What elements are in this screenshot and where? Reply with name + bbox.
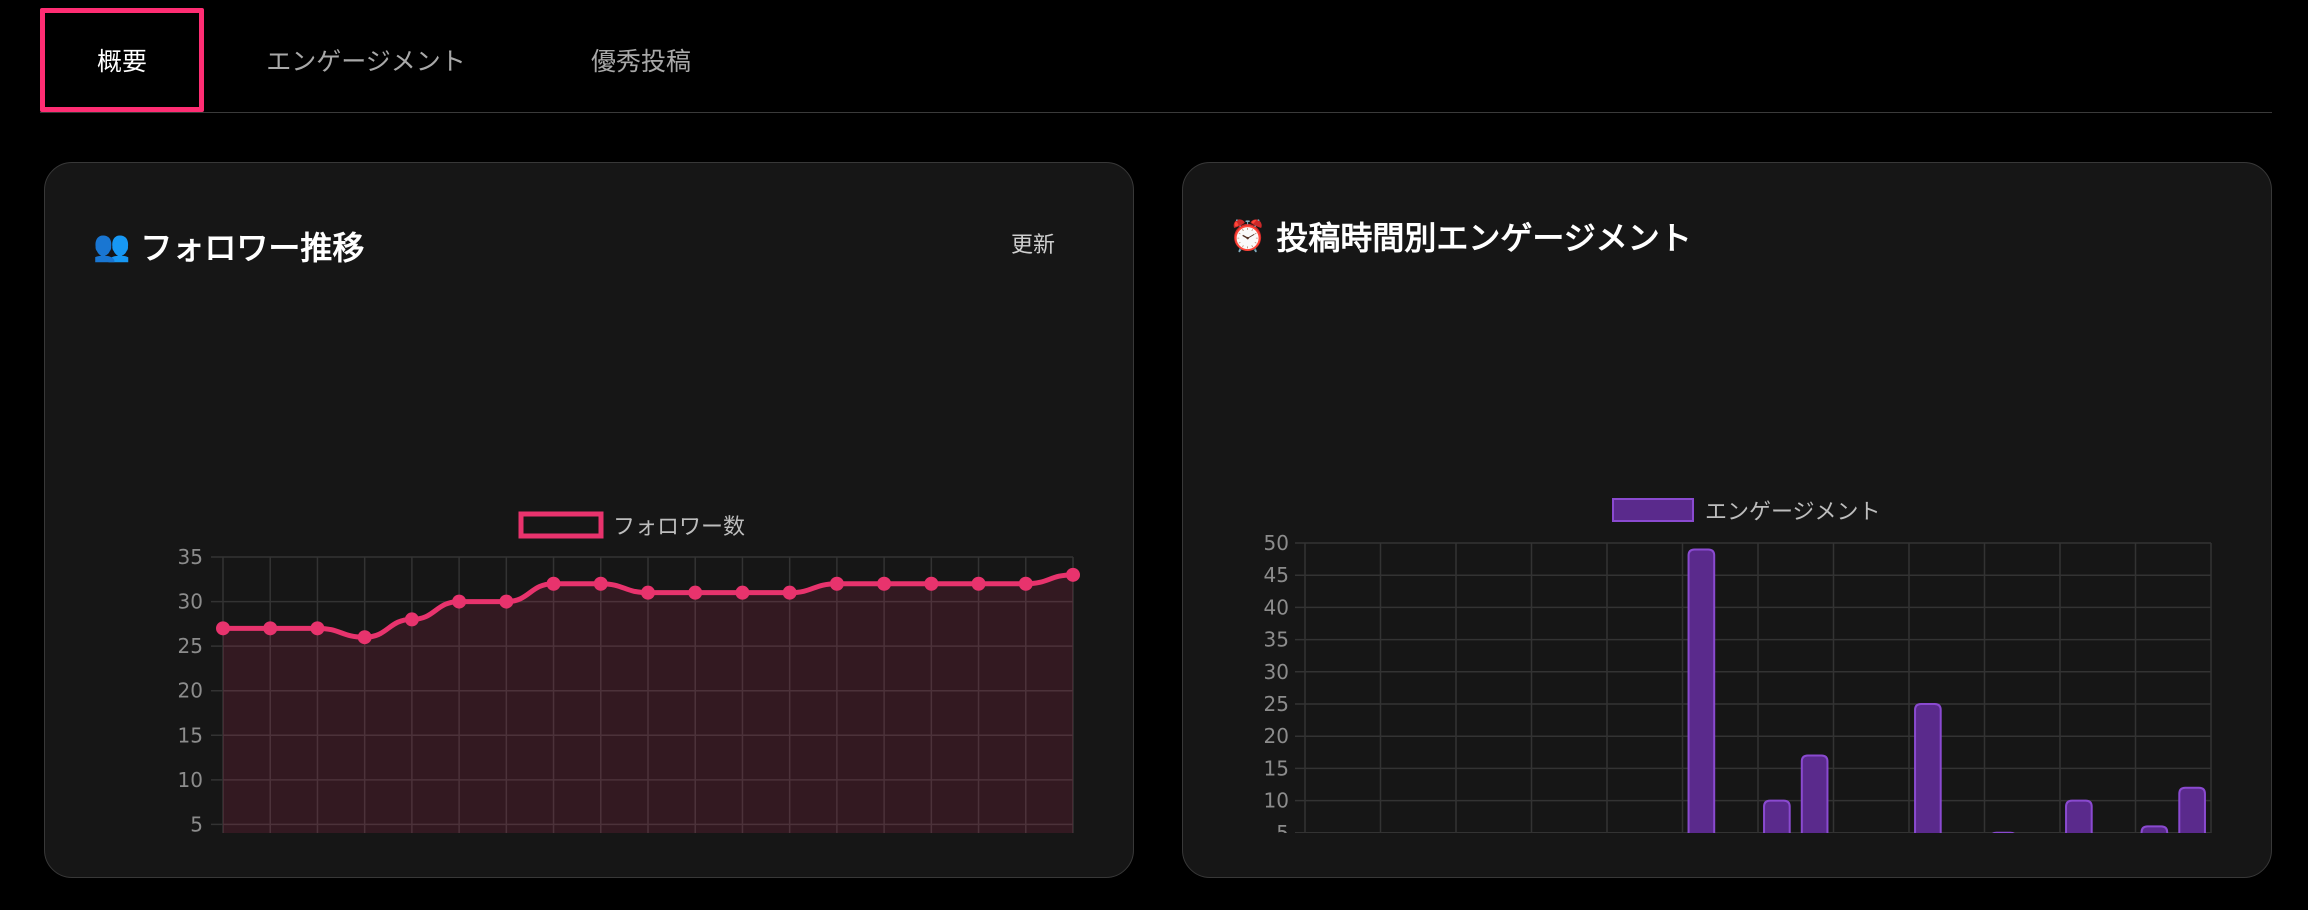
legend-label: エンゲージメント <box>1705 500 1881 525</box>
data-point[interactable] <box>924 576 939 591</box>
y-tick-label: 30 <box>178 590 203 614</box>
data-point[interactable] <box>593 576 608 591</box>
data-point[interactable] <box>499 594 514 609</box>
followers-card: 👥 フォロワー推移 更新 フォロワー数 05101520253035 03/28… <box>44 162 1134 878</box>
tab-bar: 概要 エンゲージメント 優秀投稿 <box>40 8 2272 113</box>
y-tick-label: 20 <box>1264 724 1289 748</box>
data-point[interactable] <box>546 576 561 591</box>
data-point[interactable] <box>971 576 986 591</box>
followers-card-title: 👥 フォロワー推移 <box>93 223 364 269</box>
followers-chart: フォロワー数 05101520253035 03/2803/2903/3003/… <box>178 511 1080 833</box>
y-tick-label: 10 <box>178 768 203 792</box>
y-tick-label: 15 <box>1264 756 1289 780</box>
bar[interactable] <box>1687 548 1716 833</box>
bar[interactable] <box>1763 799 1791 833</box>
data-point[interactable] <box>1066 567 1080 582</box>
people-icon: 👥 <box>93 228 131 264</box>
y-tick-label: 50 <box>1264 531 1289 555</box>
data-point[interactable] <box>357 630 372 645</box>
data-point[interactable] <box>829 576 844 591</box>
y-tick-label: 10 <box>1264 789 1289 813</box>
data-point[interactable] <box>404 612 419 627</box>
engagement-legend: エンゲージメント <box>1612 498 1881 525</box>
data-point[interactable] <box>1018 576 1033 591</box>
y-tick-label: 35 <box>1264 628 1289 652</box>
data-point[interactable] <box>216 621 230 636</box>
y-tick-label: 45 <box>1264 563 1289 587</box>
data-point[interactable] <box>452 594 467 609</box>
data-point[interactable] <box>877 576 892 591</box>
y-tick-label: 25 <box>178 634 203 658</box>
tab-top-posts[interactable]: 優秀投稿 <box>590 47 691 76</box>
engagement-chart: エンゲージメント 05101520253035404550 0時2時4時6時8時… <box>1264 498 2212 833</box>
data-point[interactable] <box>263 621 278 636</box>
data-point[interactable] <box>310 621 325 636</box>
data-point[interactable] <box>782 585 797 600</box>
y-tick-label: 15 <box>178 723 203 747</box>
legend-label: フォロワー数 <box>613 515 745 540</box>
followers-title-text: フォロワー推移 <box>140 229 365 267</box>
y-tick-label: 30 <box>1264 660 1289 684</box>
data-point[interactable] <box>735 585 750 600</box>
refresh-button[interactable]: 更新 <box>1011 233 1056 258</box>
y-tick-label: 35 <box>178 545 203 569</box>
bar[interactable] <box>1800 754 1829 833</box>
legend-swatch <box>1612 498 1694 522</box>
bar[interactable] <box>2065 799 2093 833</box>
y-tick-label: 20 <box>178 679 203 703</box>
y-tick-label: 5 <box>1276 821 1289 833</box>
alarm-clock-icon: ⏰ <box>1229 218 1267 254</box>
followers-area-fill <box>223 574 1073 833</box>
tab-engagement[interactable]: エンゲージメント <box>266 47 466 76</box>
data-point[interactable] <box>641 585 655 600</box>
engagement-title-text: 投稿時間別エンゲージメント <box>1276 219 1692 257</box>
y-tick-label: 40 <box>1264 595 1289 619</box>
followers-legend: フォロワー数 <box>518 511 745 540</box>
tab-overview[interactable]: 概要 <box>40 8 204 112</box>
legend-swatch <box>518 511 604 539</box>
data-point[interactable] <box>688 585 703 600</box>
bar[interactable] <box>2140 825 2169 833</box>
bar[interactable] <box>2178 786 2206 833</box>
y-tick-label: 5 <box>190 812 203 833</box>
bar[interactable] <box>1914 703 1942 833</box>
y-tick-label: 25 <box>1264 692 1289 716</box>
engagement-card: ⏰ 投稿時間別エンゲージメント エンゲージメント 051015202530354… <box>1182 162 2272 878</box>
engagement-card-title: ⏰ 投稿時間別エンゲージメント <box>1229 213 1692 259</box>
